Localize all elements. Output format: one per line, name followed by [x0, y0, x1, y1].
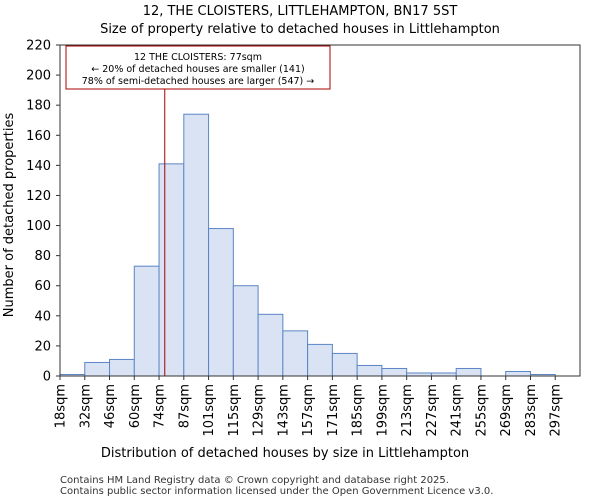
x-tick-label: 115sqm: [227, 384, 242, 437]
annotation-line-3: 78% of semi-detached houses are larger (…: [82, 76, 315, 87]
histogram-bar: [282, 330, 309, 377]
x-tick-label: 46sqm: [103, 384, 118, 428]
x-tick-label: 255sqm: [474, 384, 489, 437]
plot-area-frame: [59, 44, 581, 377]
y-tick-label: 160: [26, 129, 51, 144]
histogram-bar: [331, 352, 358, 377]
x-tick-label: 101sqm: [202, 384, 217, 437]
histogram-bar: [183, 113, 210, 377]
x-tick-label: 171sqm: [326, 384, 341, 437]
histogram-bar: [84, 361, 111, 377]
x-tick-label: 227sqm: [425, 384, 440, 437]
chart-title: 12, THE CLOISTERS, LITTLEHAMPTON, BN17 5…: [143, 4, 458, 19]
x-axis-label: Distribution of detached houses by size …: [101, 446, 469, 461]
histogram-bar: [505, 370, 531, 377]
histogram-bar: [381, 367, 408, 377]
y-tick-label: 220: [26, 39, 51, 54]
annotation-line-2: ← 20% of detached houses are smaller (14…: [91, 64, 304, 75]
x-axis-ticks: 18sqm 32sqm 46sqm 60sqm 74sqm 87sqm 101sqm 115s…: [54, 376, 564, 437]
histogram-bar: [133, 265, 160, 377]
annotation-line-1: 12 THE CLOISTERS: 77sqm: [134, 52, 262, 63]
y-tick-label: 100: [26, 219, 51, 234]
y-tick-label: 180: [26, 99, 51, 114]
y-axis-label: Number of detached properties: [2, 113, 17, 318]
x-tick-label: 60sqm: [128, 384, 143, 428]
histogram-bar: [232, 285, 259, 377]
histogram-bar: [208, 228, 234, 377]
histogram-bar: [257, 313, 284, 377]
chart-subtitle: Size of property relative to detached ho…: [100, 22, 500, 37]
x-tick-label: 32sqm: [78, 384, 93, 428]
x-tick-label: 297sqm: [549, 384, 564, 437]
histogram-bar: [307, 343, 333, 377]
y-tick-label: 140: [26, 159, 51, 174]
x-tick-label: 199sqm: [375, 384, 390, 437]
histogram-bar: [158, 163, 185, 377]
annotation-box: 12 THE CLOISTERS: 77sqm ← 20% of detache…: [65, 45, 331, 90]
x-tick-label: 143sqm: [276, 384, 291, 437]
y-tick-label: 200: [26, 69, 51, 84]
footer-line-1: Contains HM Land Registry data © Crown c…: [60, 475, 449, 486]
annotation-border: [65, 45, 331, 90]
x-tick-label: 157sqm: [301, 384, 316, 437]
y-tick-label: 0: [43, 370, 51, 385]
y-tick-label: 80: [34, 249, 51, 264]
x-tick-label: 241sqm: [450, 384, 465, 437]
y-axis-ticks: 0 20 40 60 80 100 120 140 160 180 200 220: [26, 39, 60, 385]
bars: [59, 113, 556, 377]
y-tick-label: 120: [26, 189, 51, 204]
footer-line-2: Contains public sector information licen…: [60, 486, 493, 497]
histogram-bar: [455, 367, 482, 377]
x-tick-label: 185sqm: [351, 384, 366, 437]
x-tick-label: 87sqm: [177, 384, 192, 428]
x-tick-label: 18sqm: [54, 384, 69, 428]
y-tick-label: 40: [34, 309, 51, 324]
x-tick-label: 269sqm: [499, 384, 514, 437]
x-tick-label: 213sqm: [400, 384, 415, 437]
y-tick-label: 60: [34, 279, 51, 294]
x-tick-label: 74sqm: [153, 384, 168, 428]
y-tick-label: 20: [34, 339, 51, 354]
x-tick-label: 283sqm: [524, 384, 539, 437]
histogram-bar: [109, 358, 135, 377]
histogram-bar: [356, 364, 383, 377]
x-tick-label: 129sqm: [252, 384, 267, 437]
